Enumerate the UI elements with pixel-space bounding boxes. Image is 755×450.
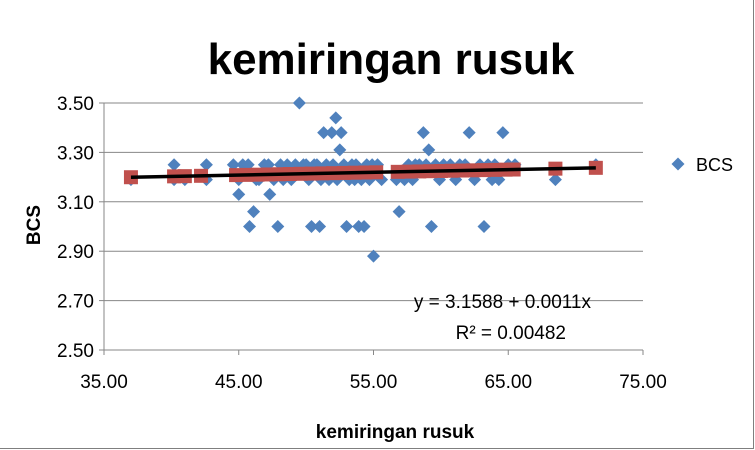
legend: BCS: [671, 155, 733, 175]
bcs-point: [247, 205, 261, 219]
bcs-point: [226, 158, 240, 172]
x-tick-label: 35.00: [80, 372, 128, 393]
bcs-point: [271, 220, 285, 233]
trendline-group: [130, 166, 596, 179]
y-tick-label: 3.10: [57, 193, 94, 214]
x-axis-label: kemiringan rusuk: [316, 422, 475, 443]
bcs-point: [477, 220, 491, 233]
trendline-r-squared: R² = 0.00482: [456, 323, 566, 344]
bcs-point: [357, 220, 371, 233]
trendline: [130, 166, 596, 179]
gridlines: [104, 102, 643, 302]
tick-labels: 2.50 2.70 2.90 3.10 3.30 3.50 35.00 45.00 55.00 6…: [57, 94, 667, 393]
y-tick-label: 3.30: [57, 143, 94, 164]
bcs-point: [317, 126, 331, 140]
bcs-point: [367, 249, 380, 263]
x-tick-label: 75.00: [619, 372, 667, 393]
y-tick-label: 2.50: [57, 341, 94, 362]
y-axis-label: BCS: [24, 205, 45, 245]
bcs-point: [263, 187, 277, 201]
y-tick-label: 3.50: [57, 94, 94, 115]
bcs-point: [340, 220, 354, 233]
bcs-point: [333, 143, 347, 157]
bcs-point: [462, 126, 476, 140]
bcs-point: [334, 126, 348, 140]
bcs-point: [199, 158, 213, 172]
bcs-point: [496, 126, 510, 140]
x-tick-label: 65.00: [484, 372, 532, 393]
bcs-point: [329, 111, 343, 125]
bcs-point: [305, 220, 319, 233]
trendline-equation: y = 3.1588 + 0.0011x: [414, 292, 592, 313]
bcs-point: [392, 205, 406, 219]
y-tick-label: 2.90: [57, 242, 94, 263]
predicted-point: [588, 160, 603, 175]
legend-label-bcs: BCS: [696, 155, 733, 175]
chart-title: kemiringan rusuk: [208, 35, 575, 84]
bcs-point: [167, 158, 181, 172]
bcs-point: [548, 173, 562, 187]
bcs-point: [313, 220, 327, 233]
legend-marker-bcs: [671, 157, 685, 171]
bcs-point: [416, 126, 430, 140]
x-tick-label: 55.00: [350, 372, 398, 393]
bcs-point: [325, 126, 339, 140]
y-tick-label: 2.70: [57, 292, 94, 313]
bcs-point: [232, 187, 246, 201]
bcs-point: [292, 96, 306, 110]
bcs-point: [243, 220, 257, 233]
bcs-point: [424, 220, 438, 233]
axes: [99, 102, 644, 355]
x-tick-label: 45.00: [215, 372, 263, 393]
bcs-point: [422, 143, 436, 157]
